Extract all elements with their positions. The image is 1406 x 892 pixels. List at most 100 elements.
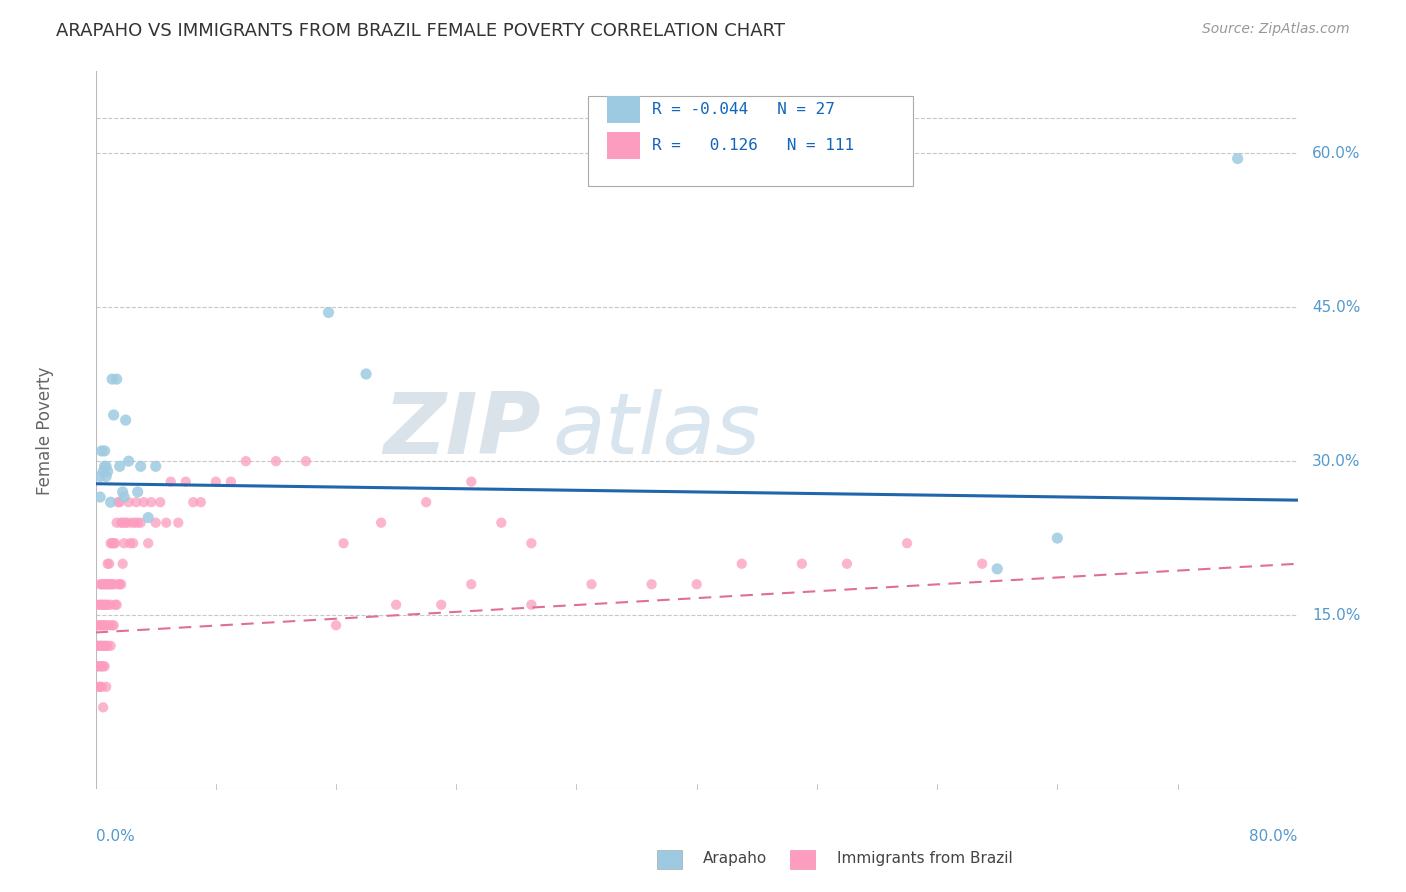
Point (107, 495, 129, 509)
Point (100, 639, 122, 653)
Point (101, 536, 124, 550)
Point (112, 490, 135, 504)
Point (110, 577, 132, 591)
Point (181, 495, 204, 509)
Point (94, 598, 117, 612)
Point (93, 618, 115, 632)
Point (103, 618, 125, 632)
Bar (606, 95, 640, 123)
Point (219, 475, 242, 489)
Text: ZIP: ZIP (382, 389, 540, 472)
Point (972, 557, 994, 571)
Point (97, 577, 120, 591)
Point (103, 536, 125, 550)
Point (460, 577, 482, 591)
Point (103, 408, 125, 422)
Point (385, 598, 408, 612)
Point (120, 536, 142, 550)
Bar (657, 850, 682, 869)
Point (114, 516, 136, 530)
Text: R =   0.126   N = 111: R = 0.126 N = 111 (652, 138, 855, 153)
Point (149, 495, 172, 509)
Point (90, 598, 112, 612)
Point (111, 516, 134, 530)
Point (91, 577, 114, 591)
Point (896, 536, 918, 550)
Point (104, 536, 127, 550)
Point (94, 618, 117, 632)
Point (90, 659, 112, 673)
Text: Source: ZipAtlas.com: Source: ZipAtlas.com (1202, 22, 1350, 37)
Text: Arapaho: Arapaho (703, 851, 768, 865)
Point (105, 598, 128, 612)
Point (132, 495, 155, 509)
Point (93, 444, 115, 458)
Point (100, 536, 122, 550)
Point (295, 454, 318, 468)
Point (89, 469, 111, 483)
Point (640, 577, 662, 591)
Point (90, 639, 112, 653)
Point (101, 577, 124, 591)
Point (100, 495, 122, 509)
Text: ARAPAHO VS IMMIGRANTS FROM BRAZIL FEMALE POVERTY CORRELATION CHART: ARAPAHO VS IMMIGRANTS FROM BRAZIL FEMALE… (56, 22, 785, 40)
Point (100, 598, 122, 612)
Point (94, 577, 117, 591)
Point (93, 598, 115, 612)
Point (141, 495, 163, 509)
Point (127, 485, 149, 500)
Point (145, 516, 167, 530)
Point (98, 618, 121, 632)
Point (93, 639, 115, 653)
Point (91, 465, 114, 479)
Point (460, 475, 482, 489)
Point (104, 598, 127, 612)
Point (118, 495, 141, 509)
Bar (790, 850, 815, 869)
Point (107, 577, 129, 591)
Point (98, 577, 121, 591)
Point (93, 459, 115, 474)
Text: 30.0%: 30.0% (1312, 454, 1361, 468)
Point (136, 536, 159, 550)
Point (101, 618, 124, 632)
Point (91, 598, 114, 612)
Point (124, 516, 146, 530)
Point (89, 639, 111, 653)
Point (129, 516, 152, 530)
Point (91, 618, 114, 632)
Point (90, 618, 112, 632)
Point (114, 413, 136, 427)
Point (108, 577, 131, 591)
Point (122, 536, 145, 550)
Point (100, 577, 122, 591)
Point (108, 495, 131, 509)
Point (325, 618, 347, 632)
Point (89, 598, 111, 612)
Point (190, 495, 212, 509)
Point (97, 557, 120, 571)
Point (90, 577, 112, 591)
Text: atlas: atlas (553, 389, 761, 472)
Point (94, 639, 117, 653)
Point (354, 367, 377, 381)
Point (91, 659, 114, 673)
Point (87, 680, 110, 694)
Point (87, 618, 110, 632)
Point (136, 510, 159, 524)
Point (105, 372, 128, 386)
Point (167, 516, 190, 530)
Point (90, 444, 112, 458)
Point (94, 680, 117, 694)
Point (581, 577, 603, 591)
Point (87, 598, 110, 612)
Point (89, 659, 111, 673)
Point (159, 475, 181, 489)
Text: Female Poverty: Female Poverty (37, 367, 53, 494)
Point (370, 516, 392, 530)
Point (415, 495, 437, 509)
Point (101, 372, 124, 386)
Point (112, 536, 135, 550)
Text: 45.0%: 45.0% (1312, 300, 1361, 315)
Text: 80.0%: 80.0% (1250, 829, 1298, 844)
